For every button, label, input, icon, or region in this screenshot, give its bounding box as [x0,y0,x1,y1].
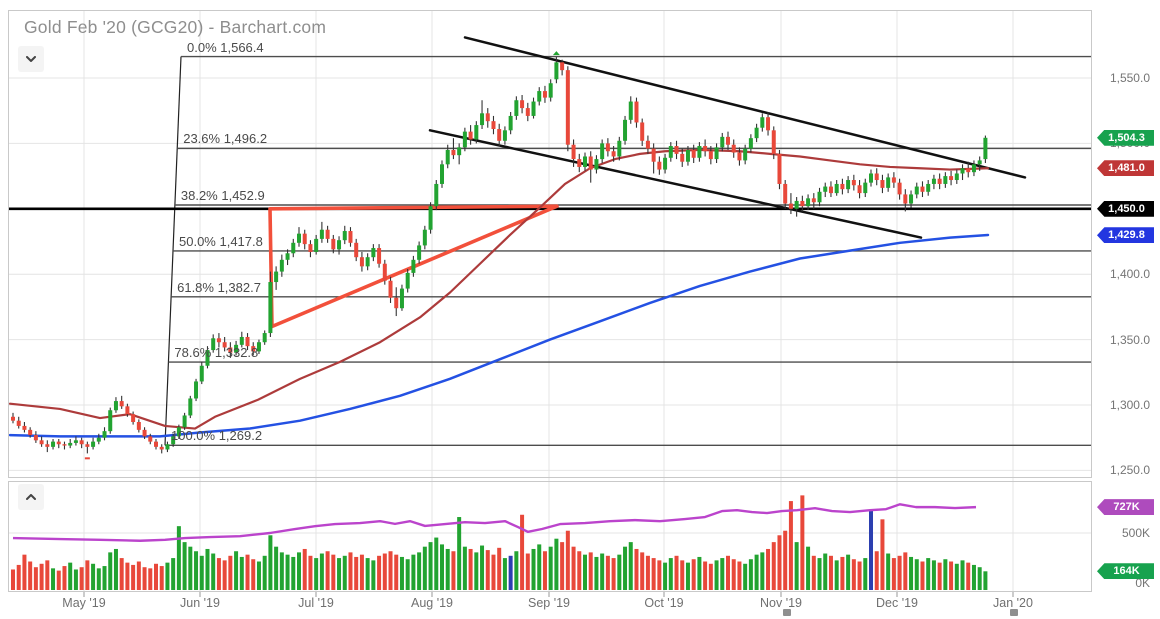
high-low-markers [84,51,560,460]
expand-volume-panel-button[interactable] [18,484,44,510]
fib-level-label: 50.0% 1,417.8 [179,233,263,249]
fib-level-label: 0.0% 1,566.4 [187,39,264,55]
time-axis-label: Jan '20 [993,596,1033,610]
price-badge: 727K [1097,499,1154,516]
time-axis-label: Jun '19 [180,596,220,610]
time-axis-label: Oct '19 [644,596,684,610]
price-axis-label: 1,250.0 [1109,463,1150,478]
time-axis-label: Nov '19 [760,596,802,610]
time-axis-label: Aug '19 [410,596,453,610]
chevron-down-icon [26,56,36,62]
moving-averages [8,148,990,438]
chevron-up-icon [26,494,36,500]
price-axis-label: 1,350.0 [1109,332,1150,347]
price-badge: 1,450.0 [1097,200,1154,217]
fib-level-label: 38.2% 1,452.9 [180,188,265,203]
time-axis-label: Jul '19 [298,596,334,610]
fib-level-label: 61.8% 1,382.7 [177,279,261,295]
fib-level-label: 100.0% 1,269.2 [171,428,263,444]
axis-grip-icon[interactable] [1010,609,1018,616]
price-axis-label: 1,550.0 [1109,71,1150,85]
price-badge: 1,429.8 [1097,227,1154,244]
chart-title: Gold Feb '20 (GCG20) - Barchart.com [24,17,327,37]
price-axis-label: 0K [1135,576,1150,591]
candlesticks [11,57,988,454]
price-axis-label: 500K [1121,526,1150,540]
collapse-price-panel-button[interactable] [18,46,44,72]
price-badge: 1,504.3 [1097,129,1154,146]
time-axis-label: Sep '19 [527,596,570,610]
trendlines [428,36,1027,239]
time-axis-label: Dec '19 [876,596,918,610]
open-interest-line [12,503,977,542]
price-badge: 1,481.0 [1097,160,1154,177]
price-badge: 164K [1097,563,1154,580]
axis-ticks [83,592,1014,597]
price-axis-label: 1,300.0 [1109,398,1150,412]
axis-grip-icon[interactable] [783,609,791,616]
fib-level-label: 23.6% 1,496.2 [183,131,268,147]
panel-borders [8,10,1092,592]
fibonacci-retracement-lines [164,55,1092,446]
time-axis-label: May '19 [62,596,106,610]
volume-bars [11,495,988,590]
fib-level-label: 78.6% 1,332.8 [174,345,259,361]
price-axis-label: 1,400.0 [1109,267,1150,282]
